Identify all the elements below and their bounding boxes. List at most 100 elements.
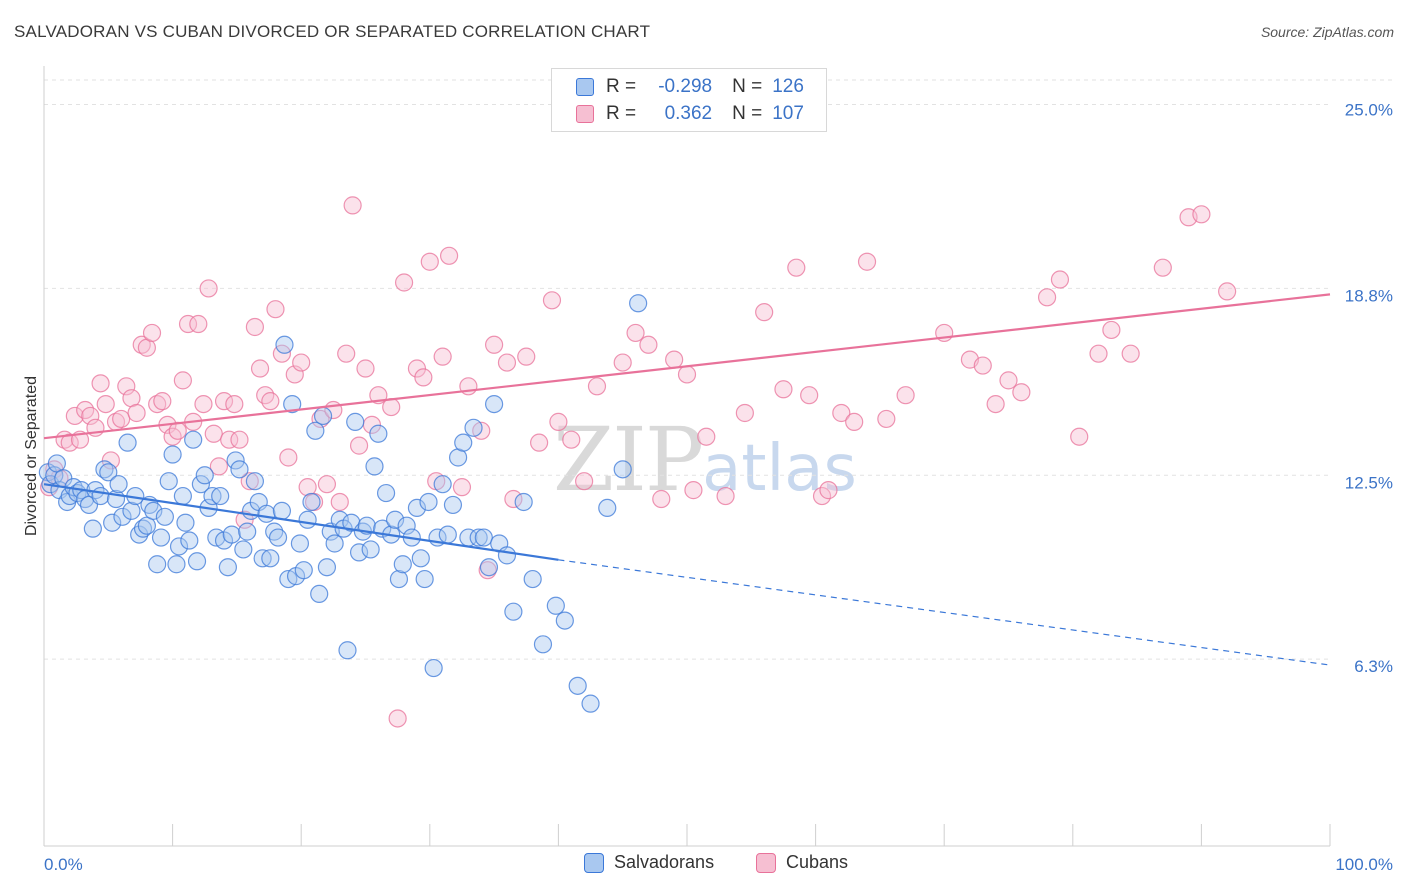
data-point-cubans xyxy=(225,394,244,414)
data-point-cubans xyxy=(1089,344,1108,363)
data-point-salvadorans xyxy=(91,486,110,506)
data-point-cubans xyxy=(311,409,330,429)
data-point-salvadorans xyxy=(497,546,517,565)
data-point-salvadorans xyxy=(187,552,207,571)
data-point-salvadorans xyxy=(191,475,210,494)
data-point-cubans xyxy=(250,359,270,378)
data-point-cubans xyxy=(755,303,774,322)
data-point-salvadorans xyxy=(294,561,313,580)
data-point-cubans xyxy=(330,492,349,512)
data-point-salvadorans xyxy=(155,507,174,526)
data-point-cubans xyxy=(230,430,249,449)
data-point-cubans xyxy=(999,371,1018,390)
trend-lines xyxy=(43,293,1331,666)
x-tick-label: 100.0% xyxy=(1335,855,1393,874)
legend-r-label: R = xyxy=(606,103,637,124)
y-tick-label: 12.5% xyxy=(1345,473,1393,492)
data-point-salvadorans xyxy=(485,394,504,414)
data-point-cubans xyxy=(204,424,223,443)
data-point-salvadorans xyxy=(504,602,523,621)
data-point-salvadorans xyxy=(369,424,388,443)
data-point-cubans xyxy=(173,371,192,390)
data-point-cubans xyxy=(716,486,735,506)
legend-r-value: 0.362 xyxy=(664,103,713,124)
y-tick-label: 18.8% xyxy=(1345,286,1393,305)
data-point-cubans xyxy=(439,246,459,265)
data-point-salvadorans xyxy=(253,549,272,568)
data-point-cubans xyxy=(735,403,754,423)
data-point-salvadorans xyxy=(474,528,493,547)
data-point-cubans xyxy=(76,400,95,420)
data-point-salvadorans xyxy=(99,463,118,482)
axes xyxy=(43,66,1331,847)
data-point-salvadorans xyxy=(163,445,182,464)
legend-n-label: N = xyxy=(732,103,763,124)
data-point-salvadorans xyxy=(298,510,317,529)
legend-item-salvadorans: Salvadorans xyxy=(584,852,714,873)
data-point-cubans xyxy=(845,412,864,431)
data-point-cubans xyxy=(1070,427,1089,446)
legend-label-salvadorans: Salvadorans xyxy=(614,852,715,872)
data-point-salvadorans xyxy=(555,611,574,630)
data-point-salvadorans xyxy=(261,549,280,568)
y-tick-label: 6.3% xyxy=(1354,657,1393,676)
data-point-salvadorans xyxy=(546,596,565,615)
data-point-cubans xyxy=(1102,320,1121,340)
chart-title: SALVADORAN VS CUBAN DIVORCED OR SEPARATE… xyxy=(14,22,651,41)
legend-row-salvadorans: R = -0.298 N = 126 xyxy=(576,75,804,99)
data-point-salvadorans xyxy=(211,486,230,506)
data-point-cubans xyxy=(819,481,838,500)
data-point-cubans xyxy=(414,368,433,387)
data-point-cubans xyxy=(1218,282,1237,301)
data-point-salvadorans xyxy=(180,531,199,550)
data-point-cubans xyxy=(497,353,517,372)
y-axis-label: Divorced or Separated xyxy=(23,376,40,536)
data-point-cubans xyxy=(194,394,213,414)
data-point-cubans xyxy=(279,448,298,467)
data-point-cubans xyxy=(549,412,568,431)
data-point-cubans xyxy=(613,353,632,372)
legend-n-value: 107 xyxy=(772,103,804,124)
data-point-salvadorans xyxy=(234,540,253,559)
data-point-salvadorans xyxy=(222,525,241,544)
data-point-cubans xyxy=(132,335,151,354)
data-point-cubans xyxy=(504,489,523,509)
data-point-cubans xyxy=(665,350,684,369)
data-point-cubans xyxy=(256,386,275,405)
data-point-cubans xyxy=(896,386,915,405)
data-point-cubans xyxy=(652,489,671,509)
data-point-cubans xyxy=(285,365,304,384)
trend-line-cubans xyxy=(43,293,1331,440)
data-point-cubans xyxy=(153,392,172,411)
data-point-cubans xyxy=(857,252,877,271)
data-point-cubans xyxy=(1121,344,1140,363)
data-point-salvadorans xyxy=(349,543,369,562)
data-point-cubans xyxy=(787,258,806,277)
data-point-cubans xyxy=(337,344,356,363)
legend-swatch-pink xyxy=(756,852,776,873)
data-point-cubans xyxy=(96,394,115,414)
data-point-cubans xyxy=(148,394,167,414)
data-point-cubans xyxy=(220,430,239,449)
data-point-salvadorans xyxy=(464,418,483,437)
data-point-salvadorans xyxy=(397,516,416,535)
data-point-salvadorans xyxy=(169,537,189,556)
data-point-salvadorans xyxy=(598,498,617,518)
data-point-cubans xyxy=(517,347,536,366)
data-point-salvadorans xyxy=(257,504,276,523)
legend-label-cubans: Cubans xyxy=(786,852,849,872)
watermark-zip: ZIP xyxy=(553,408,704,511)
series-legend: Salvadorans Cubans xyxy=(0,852,1406,876)
data-point-cubans xyxy=(800,386,819,405)
data-point-salvadorans xyxy=(361,540,380,559)
data-point-salvadorans xyxy=(290,534,310,553)
data-point-cubans xyxy=(127,403,146,423)
data-point-salvadorans xyxy=(195,466,214,485)
data-point-cubans xyxy=(60,433,79,452)
data-point-salvadorans xyxy=(103,513,122,532)
data-point-salvadorans xyxy=(479,558,499,577)
data-point-salvadorans xyxy=(167,555,186,574)
data-point-salvadorans xyxy=(203,486,222,506)
data-point-salvadorans xyxy=(148,555,167,574)
data-point-salvadorans xyxy=(272,501,292,520)
